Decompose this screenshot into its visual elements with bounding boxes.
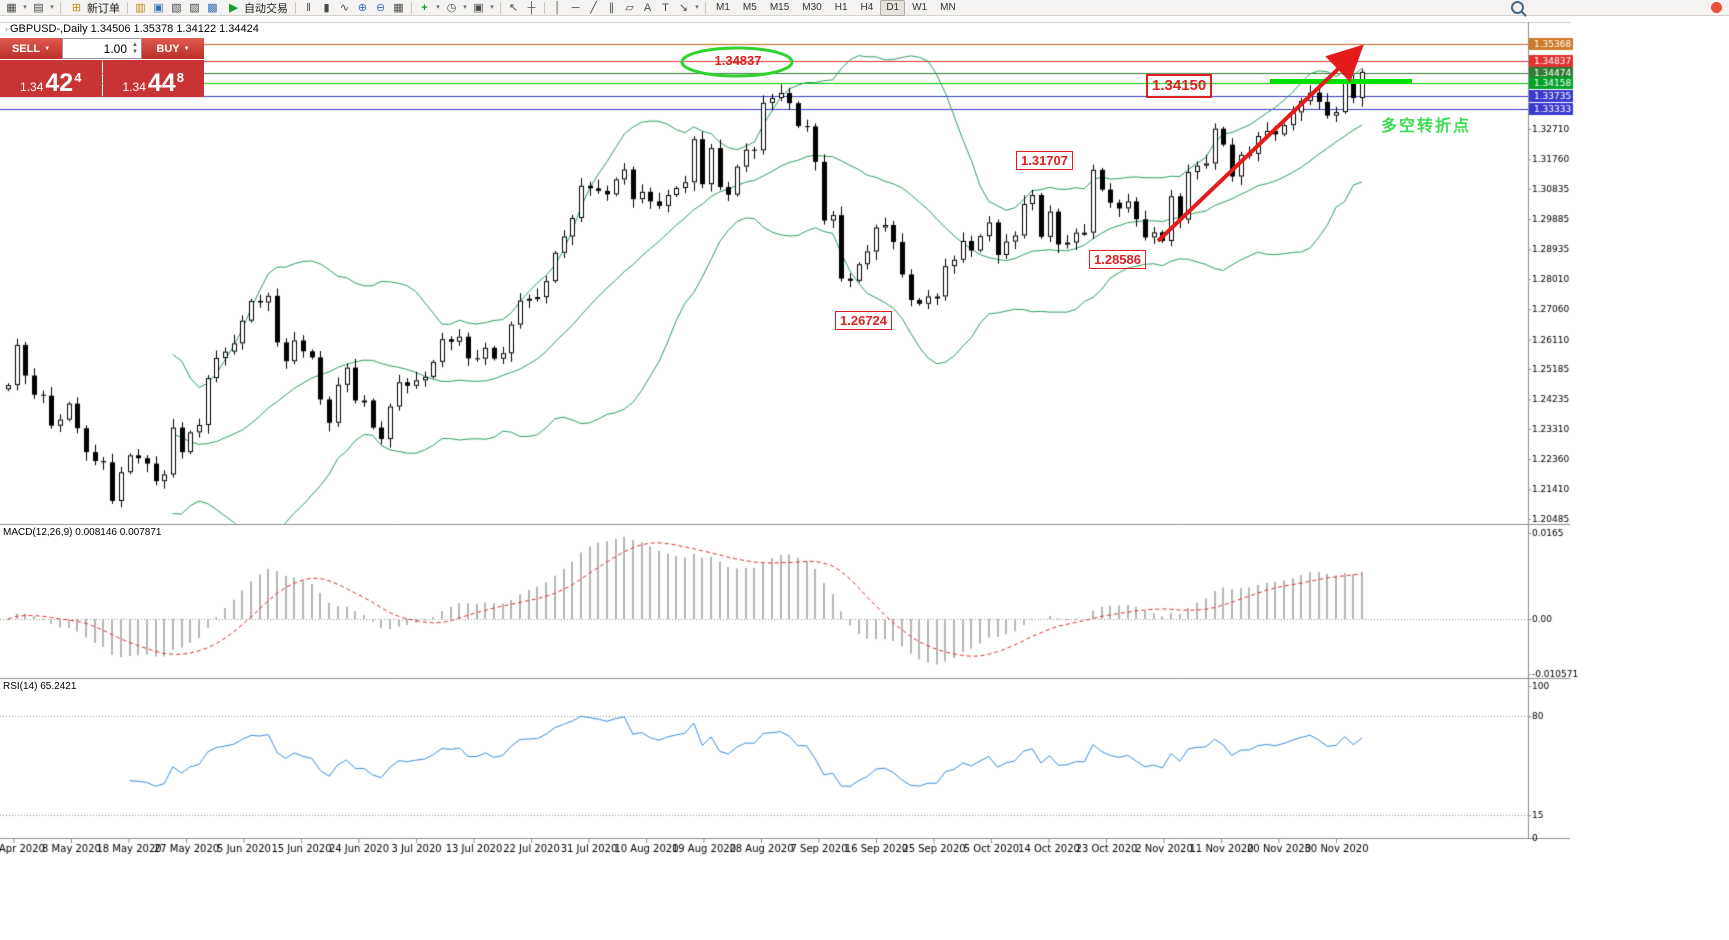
toolbar-separator — [60, 1, 61, 14]
cursor-icon[interactable]: ↖ — [508, 1, 519, 14]
horizontal-line-icon[interactable]: ─ — [571, 1, 580, 14]
tf-button-m5[interactable]: M5 — [742, 1, 757, 13]
buy-price-button[interactable]: 1.34 44 8 — [102, 60, 204, 97]
trendline-icon[interactable]: ╱ — [590, 1, 597, 14]
toolbar-separator — [411, 1, 412, 14]
tf-button-m30[interactable]: M30 — [802, 1, 822, 13]
one-click-trade-panel: SELL ▼ 1.00 ▲ ▼ BUY ▼ 1.34 42 4 — [0, 38, 204, 97]
buy-caret-icon: ▼ — [183, 45, 190, 52]
candlestick-icon[interactable]: ▮ — [323, 1, 330, 14]
trend-arrow[interactable] — [1148, 36, 1378, 248]
volume-up-icon[interactable]: ▲ — [132, 41, 138, 48]
autotrade-button[interactable]: ▶ 自动交易 — [222, 0, 291, 16]
channel-icon[interactable]: ∥ — [608, 1, 615, 14]
sell-price-pips: 42 — [45, 69, 74, 97]
high-circle-label: 1.34837 — [714, 53, 762, 68]
buy-button-label: BUY — [156, 42, 180, 55]
toolbar-separator — [705, 1, 706, 14]
zoom-out-icon[interactable]: ⊖ — [375, 1, 386, 14]
search-icon[interactable] — [1511, 1, 1524, 14]
volume-value: 1.00 — [103, 41, 127, 56]
alert-icon[interactable] — [1711, 2, 1722, 13]
shapes-icon[interactable]: ▱ — [625, 1, 634, 14]
zoom-in-icon[interactable]: ⊕ — [357, 1, 368, 14]
sell-price-button[interactable]: 1.34 42 4 — [0, 60, 102, 97]
periods-icon[interactable]: ◷ — [446, 1, 457, 14]
autotrade-label: 自动交易 — [244, 2, 288, 15]
sell-caret-icon: ▼ — [44, 45, 51, 52]
vertical-line-icon[interactable]: │ — [554, 1, 561, 14]
symbol-marker-icon: › — [5, 24, 8, 34]
indicators-caret-icon[interactable]: ▾ — [436, 3, 440, 11]
indicators-icon[interactable]: + — [421, 1, 428, 14]
toolbar: ▦ ▾ ▤ ▾ ⊞ 新订单 ▥ ▣ ▧ ▨ ▩ ▶ 自动交易 ‖ ▮ ∿ ⊕ ⊖… — [0, 0, 1729, 16]
price-annotation-26724[interactable]: 1.26724 — [835, 311, 892, 330]
tf-button-m1[interactable]: M1 — [716, 1, 730, 13]
buy-price-pips: 44 — [147, 69, 176, 97]
sell-price-frac: 4 — [74, 70, 82, 85]
tf-button-d1[interactable]: D1 — [880, 0, 906, 16]
toolbar-separator — [500, 1, 501, 14]
buy-price-frac: 8 — [176, 70, 184, 85]
tf-button-m15[interactable]: M15 — [769, 1, 790, 13]
arrows-caret-icon[interactable]: ▾ — [695, 3, 699, 11]
bar-chart-icon[interactable]: ‖ — [306, 1, 311, 14]
price-annotation-28586[interactable]: 1.28586 — [1089, 250, 1146, 269]
sell-button-label: SELL — [11, 42, 41, 55]
buy-button[interactable]: BUY ▼ — [142, 38, 204, 59]
toolbar-separator — [295, 1, 296, 14]
price-annotation-31707[interactable]: 1.31707 — [1016, 151, 1073, 170]
autotrade-icon: ▶ — [229, 1, 238, 14]
high-circle-annotation[interactable] — [678, 45, 798, 79]
toolbar-separator — [127, 1, 128, 14]
volume-input[interactable]: 1.00 ▲ ▼ — [62, 38, 142, 59]
templates-caret-icon[interactable]: ▾ — [490, 3, 494, 11]
templates-icon[interactable]: ▣ — [473, 1, 484, 14]
line-chart-icon[interactable]: ∿ — [339, 1, 350, 14]
new-order-label: 新订单 — [87, 2, 120, 15]
sell-price-prefix: 1.34 — [20, 80, 44, 94]
tf-button-mn[interactable]: MN — [940, 1, 956, 13]
new-chart-icon[interactable]: ▦ — [6, 1, 17, 14]
tf-button-w1[interactable]: W1 — [912, 1, 928, 13]
strategy-tester-icon[interactable]: ▩ — [207, 1, 218, 14]
navigator-icon[interactable]: ▧ — [171, 1, 182, 14]
profiles-caret-icon[interactable]: ▾ — [50, 3, 54, 11]
rsi-label: RSI(14) 65.2421 — [3, 681, 77, 692]
arrows-icon[interactable]: ↘ — [678, 1, 689, 14]
data-window-icon[interactable]: ▣ — [153, 1, 164, 14]
periods-caret-icon[interactable]: ▾ — [463, 3, 467, 11]
new-chart-caret-icon[interactable]: ▾ — [23, 3, 27, 11]
profiles-icon[interactable]: ▤ — [33, 1, 44, 14]
turning-point-label[interactable]: 多空转折点 — [1381, 118, 1472, 135]
text-icon[interactable]: A — [643, 1, 652, 14]
macd-label: MACD(12,26,9) 0.008146 0.007871 — [3, 527, 162, 538]
toolbar-separator — [544, 1, 545, 14]
label-icon[interactable]: T — [662, 1, 669, 14]
price-annotation-breakout[interactable]: 1.34150 — [1146, 74, 1213, 98]
terminal-icon[interactable]: ▨ — [189, 1, 200, 14]
tile-windows-icon[interactable]: ▦ — [393, 1, 404, 14]
buy-price-prefix: 1.34 — [122, 80, 146, 94]
crosshair-icon[interactable]: ┼ — [527, 1, 536, 14]
tf-button-h4[interactable]: H4 — [860, 1, 874, 13]
market-watch-icon[interactable]: ▥ — [135, 1, 146, 14]
new-order-button[interactable]: ⊞ 新订单 — [65, 0, 123, 16]
new-order-icon: ⊞ — [71, 1, 82, 14]
chart-ohlc-header: › GBPUSD-,Daily 1.34506 1.35378 1.34122 1… — [5, 23, 259, 35]
volume-down-icon[interactable]: ▼ — [132, 48, 138, 55]
sell-button[interactable]: SELL ▼ — [0, 38, 62, 59]
tf-button-h1[interactable]: H1 — [834, 1, 848, 13]
